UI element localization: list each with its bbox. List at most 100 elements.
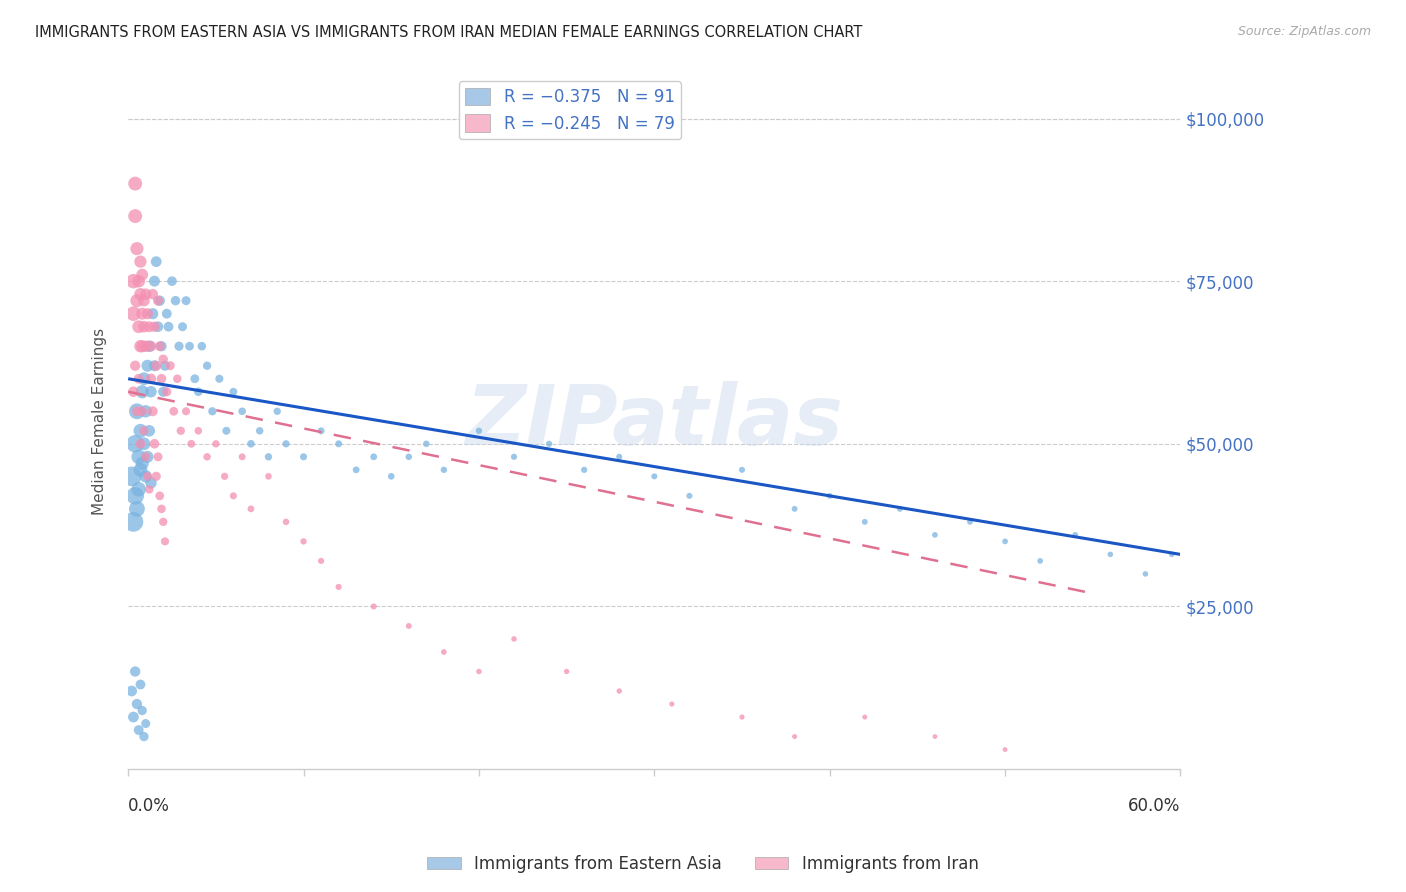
Point bbox=[135, 450, 157, 464]
Point bbox=[135, 716, 157, 731]
Point bbox=[139, 372, 162, 386]
Point bbox=[1029, 554, 1052, 568]
Point bbox=[274, 515, 297, 529]
Point bbox=[572, 463, 595, 477]
Point bbox=[538, 437, 561, 451]
Point bbox=[138, 319, 160, 334]
Point bbox=[292, 534, 315, 549]
Point bbox=[122, 515, 145, 529]
Point bbox=[136, 359, 159, 373]
Point bbox=[128, 372, 150, 386]
Point bbox=[208, 372, 231, 386]
Point bbox=[124, 489, 146, 503]
Point bbox=[607, 450, 630, 464]
Point bbox=[309, 554, 332, 568]
Point bbox=[165, 293, 187, 308]
Point bbox=[398, 619, 420, 633]
Text: ZIPatlas: ZIPatlas bbox=[465, 381, 844, 461]
Point bbox=[170, 424, 193, 438]
Point bbox=[122, 307, 145, 321]
Point bbox=[180, 437, 202, 451]
Point bbox=[142, 287, 165, 301]
Point bbox=[131, 404, 153, 418]
Point bbox=[129, 463, 152, 477]
Point bbox=[231, 404, 253, 418]
Point bbox=[132, 730, 155, 744]
Legend: Immigrants from Eastern Asia, Immigrants from Iran: Immigrants from Eastern Asia, Immigrants… bbox=[420, 848, 986, 880]
Legend: R = −0.375   N = 91, R = −0.245   N = 79: R = −0.375 N = 91, R = −0.245 N = 79 bbox=[458, 81, 682, 139]
Point bbox=[205, 437, 228, 451]
Point bbox=[135, 287, 157, 301]
Point bbox=[195, 450, 218, 464]
Point bbox=[129, 254, 152, 268]
Point bbox=[139, 475, 162, 490]
Point bbox=[783, 501, 806, 516]
Point bbox=[889, 501, 911, 516]
Point bbox=[143, 359, 166, 373]
Point bbox=[167, 339, 190, 353]
Point bbox=[239, 437, 262, 451]
Point bbox=[257, 450, 280, 464]
Point bbox=[124, 209, 146, 223]
Point bbox=[468, 665, 491, 679]
Point bbox=[607, 684, 630, 698]
Point bbox=[149, 293, 172, 308]
Point bbox=[131, 307, 153, 321]
Point bbox=[129, 287, 152, 301]
Point bbox=[136, 450, 159, 464]
Point bbox=[136, 307, 159, 321]
Point bbox=[138, 339, 160, 353]
Point bbox=[174, 293, 197, 308]
Point bbox=[163, 404, 186, 418]
Point bbox=[222, 489, 245, 503]
Point bbox=[380, 469, 402, 483]
Point bbox=[146, 450, 169, 464]
Point bbox=[731, 463, 754, 477]
Point bbox=[128, 319, 150, 334]
Point bbox=[149, 489, 172, 503]
Point bbox=[132, 293, 155, 308]
Point bbox=[131, 339, 153, 353]
Point bbox=[678, 489, 700, 503]
Point bbox=[1099, 548, 1122, 562]
Point bbox=[125, 242, 148, 256]
Point bbox=[143, 437, 166, 451]
Point bbox=[191, 339, 214, 353]
Point bbox=[153, 359, 176, 373]
Point bbox=[994, 742, 1017, 756]
Point bbox=[1160, 548, 1182, 562]
Point bbox=[135, 469, 157, 483]
Point bbox=[139, 384, 162, 399]
Point bbox=[150, 372, 173, 386]
Y-axis label: Median Female Earnings: Median Female Earnings bbox=[93, 327, 107, 515]
Point bbox=[131, 704, 153, 718]
Point bbox=[239, 501, 262, 516]
Point bbox=[146, 293, 169, 308]
Point bbox=[344, 463, 367, 477]
Point bbox=[174, 404, 197, 418]
Point bbox=[274, 437, 297, 451]
Point bbox=[145, 359, 167, 373]
Point bbox=[129, 339, 152, 353]
Point bbox=[222, 384, 245, 399]
Point bbox=[132, 437, 155, 451]
Point bbox=[124, 359, 146, 373]
Point bbox=[125, 293, 148, 308]
Point bbox=[853, 515, 876, 529]
Point bbox=[139, 339, 162, 353]
Point bbox=[129, 437, 152, 451]
Point bbox=[122, 274, 145, 288]
Point bbox=[129, 677, 152, 691]
Point bbox=[166, 372, 188, 386]
Point bbox=[924, 528, 946, 542]
Point bbox=[132, 372, 155, 386]
Point bbox=[122, 384, 145, 399]
Point bbox=[145, 469, 167, 483]
Point bbox=[121, 469, 143, 483]
Point bbox=[1135, 566, 1157, 581]
Point bbox=[924, 730, 946, 744]
Point bbox=[231, 450, 253, 464]
Text: 60.0%: 60.0% bbox=[1128, 797, 1181, 815]
Point bbox=[292, 450, 315, 464]
Point bbox=[152, 515, 174, 529]
